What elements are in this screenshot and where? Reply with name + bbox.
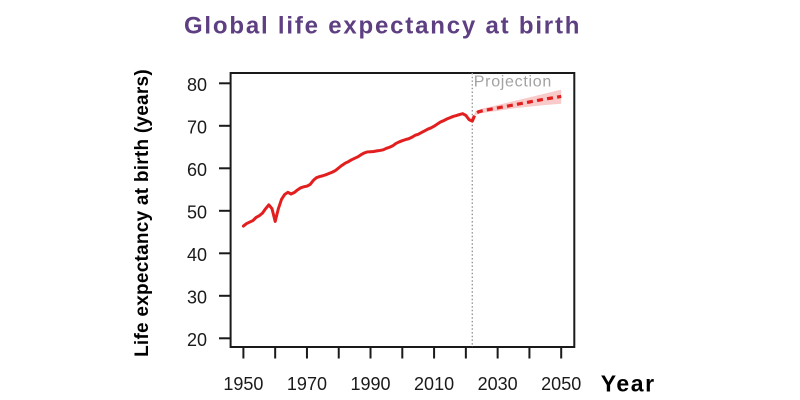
svg-text:1950: 1950 bbox=[223, 374, 263, 394]
svg-text:1970: 1970 bbox=[287, 374, 327, 394]
svg-text:1990: 1990 bbox=[350, 374, 390, 394]
svg-text:2050: 2050 bbox=[541, 374, 581, 394]
svg-text:30: 30 bbox=[187, 287, 207, 307]
svg-text:40: 40 bbox=[187, 245, 207, 265]
svg-text:70: 70 bbox=[187, 117, 207, 137]
svg-text:2010: 2010 bbox=[414, 374, 454, 394]
svg-text:Year: Year bbox=[601, 370, 656, 396]
svg-text:80: 80 bbox=[187, 75, 207, 95]
svg-text:Global life expectancy at birt: Global life expectancy at birth bbox=[184, 13, 581, 40]
svg-text:Life expectancy at birth (year: Life expectancy at birth (years) bbox=[132, 69, 153, 357]
svg-text:20: 20 bbox=[187, 330, 207, 350]
svg-text:Projection: Projection bbox=[474, 73, 552, 90]
svg-text:2030: 2030 bbox=[478, 374, 518, 394]
svg-text:60: 60 bbox=[187, 160, 207, 180]
svg-text:50: 50 bbox=[187, 202, 207, 222]
